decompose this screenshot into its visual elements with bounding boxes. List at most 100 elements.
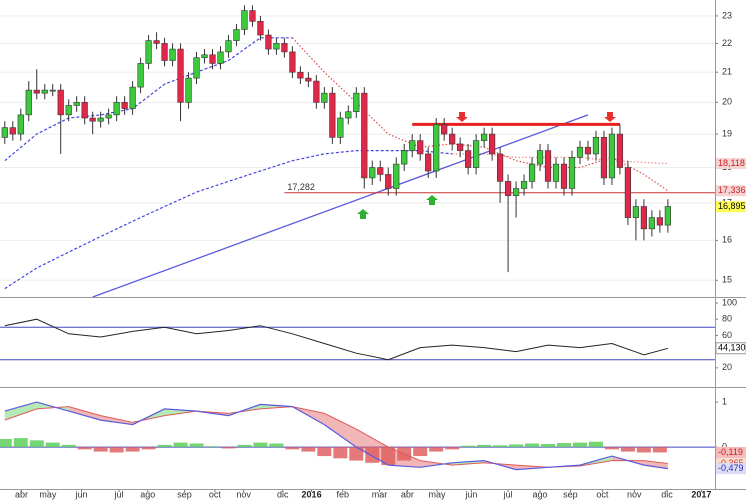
candle-body	[193, 57, 200, 79]
candle-body	[401, 150, 408, 165]
sell-arrow	[456, 112, 468, 122]
y-tick-label: 20	[722, 362, 732, 372]
price-label: 17,336	[718, 185, 746, 195]
candle-body	[528, 163, 536, 182]
macd-fill	[4, 402, 37, 421]
candle-body	[257, 21, 264, 36]
x-tick-label: abr	[15, 489, 28, 499]
candle-body	[153, 40, 160, 44]
x-tick-label: ago	[533, 489, 548, 499]
price-label-box	[716, 201, 746, 213]
candle-body	[417, 140, 424, 155]
rsi-line	[4, 318, 669, 361]
x-tick-label: feb	[336, 489, 349, 499]
candle-body	[393, 163, 400, 189]
histogram-bar	[189, 443, 204, 448]
candle-body	[313, 80, 320, 103]
histogram-bar	[604, 447, 619, 450]
candle-body	[49, 89, 56, 92]
candle-body	[536, 150, 544, 165]
candle-body	[305, 77, 312, 82]
x-tick-label: jul	[114, 489, 124, 499]
x-tick-label: may	[39, 489, 57, 499]
x-tick-label: may	[428, 489, 446, 499]
candle-body	[289, 51, 296, 73]
histogram-bar	[636, 447, 651, 453]
candle-body	[648, 217, 655, 230]
candle-body	[185, 77, 192, 103]
price-label: 16,895	[718, 201, 746, 211]
candle-body	[449, 133, 456, 145]
x-tick-label: nov	[236, 489, 251, 499]
macd-fill	[324, 413, 357, 448]
candle-body	[481, 133, 488, 141]
candle-body	[353, 92, 360, 113]
candle-body	[113, 102, 120, 116]
candle-body	[560, 163, 568, 189]
y-tick-label: 15	[722, 275, 732, 285]
histogram-bar	[429, 447, 444, 452]
macd-fill	[643, 460, 668, 469]
x-tick-label: jun	[74, 489, 87, 499]
candle-body	[1, 127, 8, 138]
candle-body	[512, 188, 520, 196]
price-label: -0,119	[718, 447, 743, 457]
histogram-bar	[205, 446, 220, 448]
candle-body	[273, 43, 280, 50]
candle-body	[576, 146, 584, 158]
candle-body	[337, 117, 344, 138]
y-tick-label: 23	[722, 10, 732, 20]
candle-body	[249, 10, 256, 22]
histogram-bar	[237, 444, 252, 448]
candle-body	[433, 124, 440, 172]
candle-body	[584, 146, 592, 155]
candle-body	[552, 163, 560, 182]
overlay-line	[92, 114, 589, 298]
candle-body	[57, 89, 64, 116]
candle-body	[385, 174, 392, 189]
histogram-bar	[588, 441, 603, 448]
level-label: 17,282	[287, 182, 315, 192]
histogram-bar	[253, 442, 268, 448]
candle-body	[297, 71, 304, 79]
histogram-bar	[541, 443, 556, 448]
y-tick-label: 21	[722, 67, 732, 77]
candle-body	[25, 89, 32, 116]
candle-body	[345, 111, 352, 119]
histogram-bar	[413, 447, 428, 457]
histogram-bar	[301, 447, 316, 452]
candle-body	[457, 143, 464, 151]
histogram-bar	[477, 444, 492, 448]
y-tick-label: 0	[722, 441, 727, 451]
candle-body	[33, 89, 40, 94]
candle-body	[465, 150, 472, 168]
macd-fill	[68, 406, 101, 421]
histogram-bar	[381, 447, 396, 466]
x-tick-label: jul	[503, 489, 513, 499]
histogram-bar	[557, 443, 572, 448]
price-label: -0,479	[718, 463, 744, 473]
x-tick-label: sep	[177, 489, 192, 499]
y-tick-label: 22	[722, 38, 732, 48]
candle-body	[632, 206, 640, 218]
candle-body	[656, 217, 663, 226]
histogram-bar	[29, 440, 44, 448]
price-label-box	[716, 463, 746, 475]
candle-body	[377, 167, 384, 175]
price-label-box	[716, 185, 746, 197]
candle-body	[17, 114, 24, 135]
macd-fill	[388, 447, 421, 468]
buy-arrow	[426, 195, 438, 205]
x-tick-label: oct	[209, 489, 222, 499]
x-tick-label: oct	[596, 489, 609, 499]
y-tick-label: 80	[722, 314, 732, 324]
candle-body	[121, 102, 128, 109]
price-label-box	[716, 446, 746, 458]
candle-body	[89, 117, 96, 122]
candle-body	[241, 10, 248, 30]
candle-body	[504, 181, 512, 196]
histogram-bar	[285, 447, 300, 450]
histogram-bar	[445, 447, 460, 450]
signal-arrows	[357, 112, 616, 219]
